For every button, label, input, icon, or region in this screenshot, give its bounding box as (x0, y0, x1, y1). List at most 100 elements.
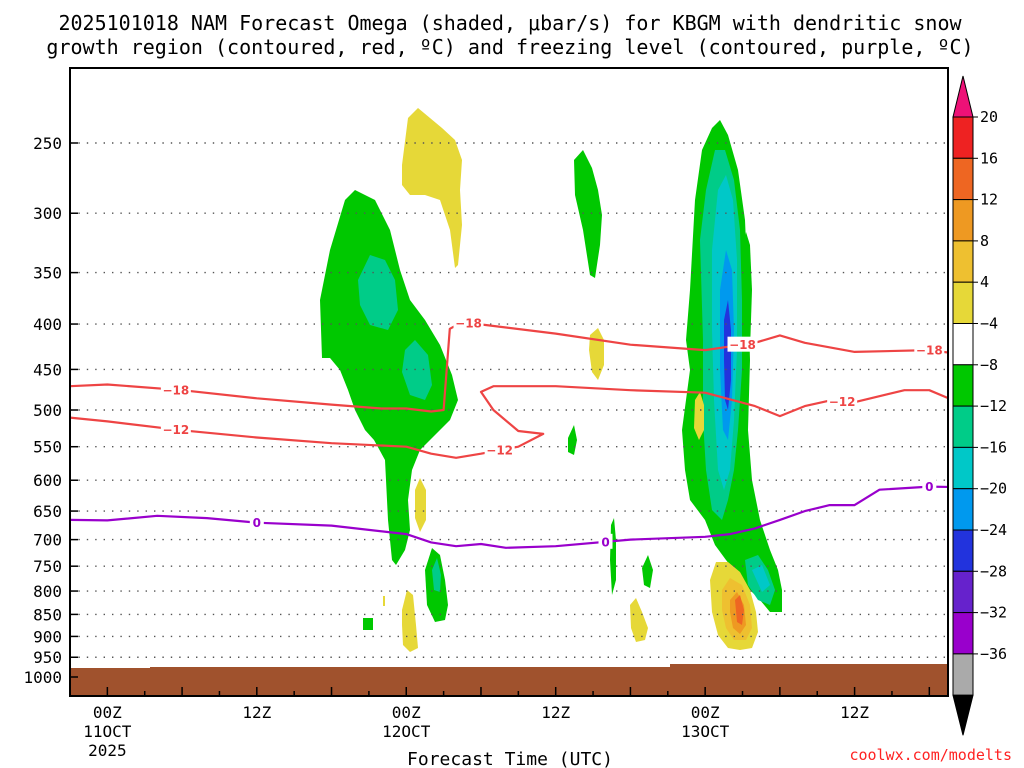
colorbar-swatch (952, 488, 974, 531)
contour-label: −12 (162, 423, 189, 437)
colorbar-label: 20 (980, 108, 998, 126)
y-tick-label: 500 (33, 401, 62, 420)
colorbar-label: −24 (980, 521, 1007, 539)
omega-region-minus20-a (724, 300, 731, 410)
y-tick-label: 400 (33, 315, 62, 334)
colorbar-swatch (952, 364, 974, 407)
y-tick-label: 950 (33, 648, 62, 667)
omega-region-plus4-d (383, 596, 385, 606)
credit-text: coolwx.com/modelts (849, 746, 1012, 764)
omega-region-plus4-c (402, 590, 418, 652)
colorbar-label: −16 (980, 438, 1007, 456)
pressure-gridlines (70, 142, 948, 658)
y-tick-label: 250 (33, 134, 62, 153)
colorbar-swatch (952, 529, 974, 572)
y-tick-label: 850 (33, 605, 62, 624)
colorbar-swatch (952, 570, 974, 614)
omega-region-minus4-i (742, 232, 752, 350)
contour-label-bg (484, 442, 515, 458)
contour-label-bg (914, 342, 945, 358)
contour-label-bg (922, 478, 937, 494)
contour-line (70, 385, 948, 459)
contour-label: −12 (829, 395, 856, 409)
colorbar-swatch (952, 157, 974, 201)
omega-region-minus4-d (574, 150, 602, 278)
y-tick-label: 600 (33, 471, 62, 490)
contour-label: 0 (253, 516, 261, 530)
colorbar-swatch (952, 653, 974, 696)
contour-line (70, 321, 948, 413)
contour-label-bg (160, 421, 191, 437)
y-tick-label: 300 (33, 204, 62, 223)
contour-label: −18 (162, 383, 189, 397)
x-tick-time: 12Z (840, 703, 869, 722)
x-tick-year: 2025 (88, 741, 127, 760)
ground-band (70, 664, 948, 696)
omega-region-minus4-c (363, 618, 373, 630)
contour-label-bg (598, 533, 613, 549)
contour-label-bg (827, 393, 858, 409)
omega-region-minus4-f (610, 518, 616, 595)
colorbar-label: −36 (980, 645, 1007, 663)
colorbar-swatch (952, 323, 974, 366)
contour-line (70, 485, 948, 549)
colorbar-label: −28 (980, 562, 1007, 580)
y-tick-label: 750 (33, 557, 62, 576)
omega-region-plus4-e (589, 328, 604, 380)
colorbar-swatch (952, 116, 974, 159)
contour-label-bg (160, 381, 191, 397)
x-tick-time: 12Z (242, 703, 271, 722)
omega-region-plus4-g (630, 598, 648, 642)
x-tick-time: 00Z (691, 703, 720, 722)
colorbar-label: 4 (980, 273, 989, 291)
chart-title-line-1: 2025101018 NAM Forecast Omega (shaded, μ… (58, 11, 962, 35)
chart-title-line-2: growth region (contoured, red, ºC) and f… (46, 35, 973, 59)
y-tick-label: 550 (33, 438, 62, 457)
y-tick-label: 1000 (23, 668, 62, 687)
colorbar-swatch (952, 199, 974, 242)
omega-region-minus8-a (358, 255, 398, 330)
x-tick-date: 13OCT (681, 722, 730, 741)
omega-region-minus16-b (752, 565, 770, 592)
colorbar-bottom-triangle (952, 694, 974, 736)
colorbar-swatch (952, 612, 974, 655)
y-tick-label: 350 (33, 264, 62, 283)
contour-label: −18 (455, 316, 482, 330)
y-tick-label: 650 (33, 502, 62, 521)
omega-region-minus4-g (642, 555, 653, 588)
colorbar-label: 12 (980, 191, 998, 209)
colorbar-label: −8 (980, 356, 998, 374)
colorbar-label: 16 (980, 149, 998, 167)
x-tick-time: 00Z (93, 703, 122, 722)
contour-label: −18 (729, 338, 756, 352)
omega-region-plus4-f (694, 392, 704, 440)
colorbar-top-triangle (952, 75, 974, 118)
omega-shading (70, 108, 948, 696)
omega-region-minus4-a (320, 190, 458, 565)
contour-label: 0 (925, 480, 933, 494)
colorbar-swatch (952, 240, 974, 283)
temperature-contours: −18 −18 −18 −18 −12 −12 −12 0 0 0 (70, 314, 948, 549)
x-axis-label: Forecast Time (UTC) (407, 749, 613, 768)
omega-region-minus4-e (568, 425, 577, 455)
colorbar-label: −4 (980, 315, 998, 333)
contour-label-bg (727, 336, 758, 352)
x-tick-time: 12Z (541, 703, 570, 722)
y-tick-label: 900 (33, 627, 62, 646)
x-tick-date: 12OCT (382, 722, 431, 741)
contour-label: 0 (601, 535, 609, 549)
omega-region-plus4-b (415, 478, 426, 532)
omega-region-minus8-b (402, 340, 432, 400)
plot-frame (69, 67, 949, 697)
contour-label: −12 (486, 444, 513, 458)
contour-label-bg (453, 314, 484, 330)
colorbar-swatch (952, 405, 974, 448)
colorbar-label: 8 (980, 232, 989, 250)
x-tick-time: 00Z (392, 703, 421, 722)
contour-label: −18 (916, 344, 943, 358)
x-tick-date: 11OCT (83, 722, 132, 741)
pressure-axis: 250 300 350 400 450 500 550 600 650 700 750 800 850 9… (23, 134, 78, 687)
colorbar-swatch (952, 446, 974, 490)
